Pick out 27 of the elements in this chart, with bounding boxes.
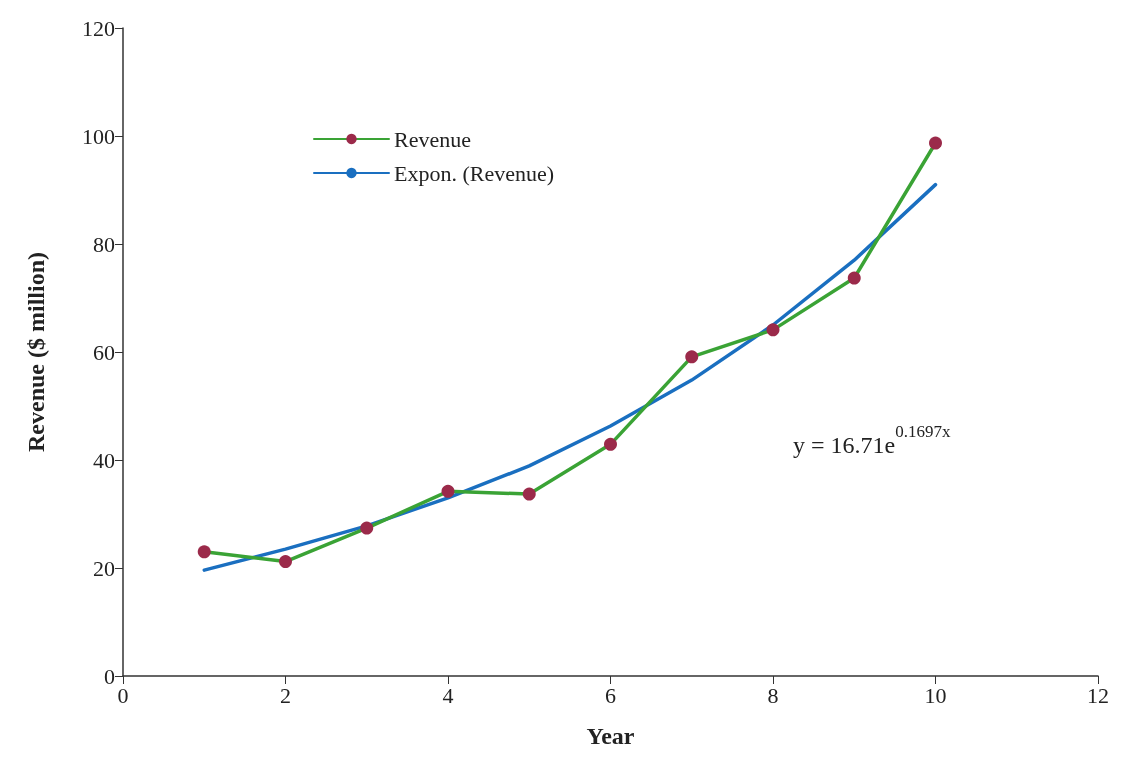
x-tick-label: 8 (767, 682, 779, 708)
y-tick-label: 100 (82, 123, 115, 149)
y-axis-title: Revenue ($ million) (23, 252, 49, 452)
point (197, 545, 211, 559)
x-tick-label: 12 (1087, 682, 1109, 708)
y-tick-label: 20 (93, 555, 115, 581)
y-tick-label: 60 (93, 339, 115, 365)
point (604, 437, 617, 451)
point (522, 487, 536, 501)
legend-label: Revenue (394, 126, 471, 152)
legend-label: Expon. (Revenue) (394, 160, 555, 186)
y-tick-label: 80 (93, 231, 115, 257)
y-tick-label: 40 (93, 447, 115, 473)
y-tick-label: 0 (104, 663, 115, 689)
point (279, 555, 292, 569)
point (360, 521, 374, 535)
point (929, 136, 942, 150)
point (441, 484, 455, 498)
x-tick-label: 10 (924, 682, 947, 708)
y-tick-label: 120 (82, 15, 115, 41)
x-tick-label: 6 (605, 682, 616, 708)
point (847, 271, 861, 285)
x-tick-label: 4 (442, 682, 454, 708)
x-tick-label: 2 (280, 682, 291, 708)
x-axis-title: Year (586, 723, 635, 749)
point (685, 350, 699, 364)
point (766, 323, 780, 337)
